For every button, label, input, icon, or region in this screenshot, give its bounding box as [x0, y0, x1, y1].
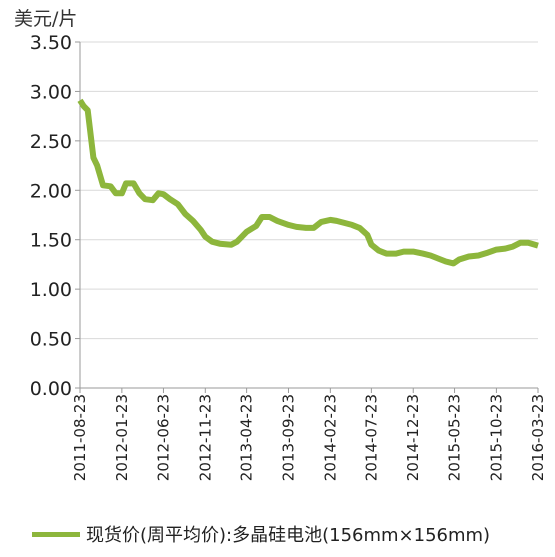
- x-tick-label: 2014-02-23: [321, 394, 339, 481]
- y-tick-label: 3.50: [30, 32, 72, 54]
- x-tick-label: 2012-11-23: [196, 394, 214, 481]
- y-tick-label: 3.00: [30, 81, 72, 103]
- x-tick-label: 2014-12-23: [404, 394, 422, 481]
- legend: 现货价(周平均价):多晶硅电池(156mm×156mm): [32, 521, 490, 547]
- y-tick-label: 0.00: [30, 378, 72, 400]
- grid-lines: [80, 41, 538, 340]
- x-tick-label: 2012-06-23: [154, 394, 172, 481]
- axes: [75, 41, 539, 393]
- legend-swatch: [32, 531, 80, 537]
- x-tick-label: 2015-05-23: [446, 394, 464, 481]
- legend-series-name: 现货价(周平均价):多晶硅电池(156mm×156mm): [86, 525, 491, 546]
- y-tick-label: 0.50: [30, 329, 72, 351]
- x-tick-labels: 2011-08-23 2012-01-23 2012-06-23 2012-11-23…: [71, 394, 547, 481]
- y-tick-label: 2.00: [30, 180, 72, 202]
- y-tick-label: 2.50: [30, 131, 72, 153]
- y-tick-label: 1.50: [30, 230, 72, 252]
- x-tick-label: 2016-03-23: [529, 394, 547, 481]
- series-line: [77, 98, 539, 267]
- x-tick-label: 2013-04-23: [238, 394, 256, 481]
- x-tick-label: 2015-10-23: [487, 394, 505, 481]
- x-tick-label: 2014-07-23: [362, 394, 380, 481]
- x-tick-label: 2011-08-23: [71, 394, 89, 481]
- x-tick-label: 2012-01-23: [113, 394, 131, 481]
- y-axis-unit-label: 美元/片: [14, 8, 78, 30]
- x-tick-label: 2013-09-23: [279, 394, 297, 481]
- y-tick-labels: 0.00 0.50 1.00 1.50 2.00 2.50 3.00 3.50: [30, 32, 72, 400]
- series-layer: [77, 98, 539, 267]
- y-tick-label: 1.00: [30, 279, 72, 301]
